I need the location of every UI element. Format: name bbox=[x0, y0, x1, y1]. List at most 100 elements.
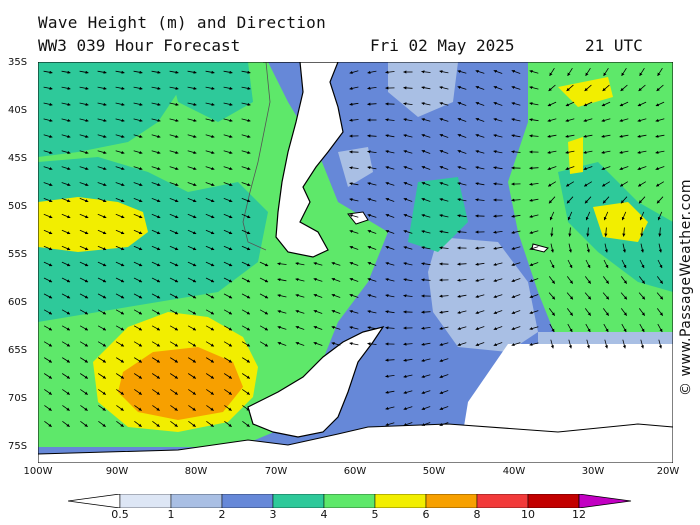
direction-arrow bbox=[169, 150, 179, 154]
direction-arrow bbox=[421, 181, 431, 186]
lon-label: 90W bbox=[105, 466, 129, 477]
direction-arrow bbox=[115, 134, 125, 138]
direction-arrow bbox=[241, 341, 251, 347]
direction-arrow bbox=[548, 276, 556, 284]
direction-arrow bbox=[367, 310, 377, 314]
direction-arrow bbox=[79, 70, 89, 74]
direction-arrow bbox=[475, 69, 485, 74]
direction-arrow bbox=[43, 293, 53, 299]
direction-arrow bbox=[639, 211, 645, 221]
direction-arrow bbox=[385, 181, 395, 186]
antarctica-coast bbox=[38, 423, 673, 463]
direction-arrow bbox=[97, 229, 107, 235]
direction-arrow bbox=[205, 293, 215, 299]
direction-arrow bbox=[151, 213, 161, 219]
direction-arrow bbox=[133, 277, 143, 283]
direction-arrow bbox=[187, 150, 197, 154]
direction-arrow bbox=[313, 309, 323, 314]
direction-arrow bbox=[385, 213, 395, 218]
direction-arrow bbox=[367, 150, 377, 154]
direction-arrow bbox=[367, 198, 377, 202]
direction-arrow bbox=[529, 246, 539, 251]
direction-arrow bbox=[169, 325, 179, 331]
direction-arrow bbox=[79, 293, 89, 299]
direction-arrow bbox=[385, 310, 395, 314]
direction-arrow bbox=[115, 341, 125, 347]
direction-arrow bbox=[331, 293, 341, 298]
lon-label: 60W bbox=[343, 466, 367, 477]
direction-arrow bbox=[97, 357, 107, 363]
direction-arrow bbox=[602, 292, 610, 300]
direction-arrow bbox=[43, 134, 53, 138]
lat-label: 60S bbox=[8, 297, 28, 308]
direction-arrow bbox=[421, 246, 431, 250]
direction-arrow bbox=[403, 246, 413, 250]
direction-arrow bbox=[529, 230, 539, 234]
direction-arrow bbox=[151, 357, 161, 363]
direction-arrow bbox=[367, 70, 377, 74]
direction-arrow bbox=[602, 196, 610, 204]
legend-label: 6 bbox=[422, 508, 430, 521]
direction-arrow bbox=[223, 373, 233, 379]
direction-arrow bbox=[205, 70, 215, 74]
direction-arrow bbox=[205, 309, 215, 315]
direction-arrow bbox=[585, 67, 591, 77]
wave-zone-5-6m bbox=[38, 197, 148, 252]
direction-arrow bbox=[622, 243, 626, 253]
direction-arrow bbox=[151, 118, 161, 122]
direction-arrow bbox=[620, 196, 628, 204]
direction-arrow bbox=[115, 213, 125, 219]
direction-arrow bbox=[548, 308, 556, 316]
direction-arrow bbox=[640, 339, 644, 349]
direction-arrow bbox=[188, 405, 196, 411]
direction-arrow bbox=[134, 420, 142, 428]
direction-arrow bbox=[62, 420, 70, 428]
map-title: Wave Height (m) and Direction bbox=[38, 13, 327, 32]
direction-arrow bbox=[475, 310, 485, 315]
direction-arrow bbox=[493, 134, 503, 138]
direction-arrow bbox=[313, 262, 323, 266]
direction-arrow bbox=[79, 198, 89, 203]
direction-arrow bbox=[169, 357, 179, 363]
direction-arrow bbox=[97, 373, 107, 379]
direction-arrow bbox=[205, 102, 215, 106]
direction-arrow bbox=[349, 245, 359, 250]
direction-arrow bbox=[584, 84, 592, 92]
direction-arrow bbox=[367, 294, 377, 298]
direction-arrow bbox=[493, 278, 503, 282]
direction-arrow bbox=[584, 292, 592, 300]
direction-arrow bbox=[115, 150, 125, 154]
direction-arrow bbox=[638, 196, 646, 204]
direction-arrow bbox=[223, 150, 233, 154]
lat-label: 65S bbox=[8, 345, 28, 356]
direction-arrow bbox=[421, 310, 431, 314]
direction-arrow bbox=[223, 86, 233, 90]
direction-arrow bbox=[403, 358, 413, 362]
wave-zone-3-4m bbox=[38, 62, 178, 157]
direction-arrow bbox=[169, 213, 179, 219]
direction-arrow bbox=[457, 101, 467, 106]
direction-arrow bbox=[385, 262, 395, 266]
direction-arrow bbox=[277, 310, 287, 314]
direction-arrow bbox=[259, 325, 269, 331]
wave-zone-3-4m bbox=[408, 177, 468, 252]
direction-arrow bbox=[241, 150, 251, 154]
direction-arrow bbox=[457, 310, 467, 314]
direction-arrow bbox=[313, 341, 323, 346]
direction-arrow bbox=[242, 389, 250, 395]
direction-arrow bbox=[656, 308, 664, 316]
direction-arrow bbox=[421, 102, 431, 106]
direction-arrow bbox=[169, 86, 179, 90]
direction-arrow bbox=[547, 134, 557, 138]
direction-arrow bbox=[61, 70, 71, 74]
direction-arrow bbox=[439, 165, 449, 170]
direction-arrow bbox=[403, 422, 413, 427]
direction-arrow bbox=[585, 259, 591, 269]
direction-arrow bbox=[151, 166, 161, 171]
direction-arrow bbox=[241, 118, 251, 122]
direction-arrow bbox=[295, 325, 305, 330]
direction-arrow bbox=[439, 86, 449, 90]
direction-arrow bbox=[187, 341, 197, 347]
direction-arrow bbox=[349, 198, 359, 202]
direction-arrow bbox=[637, 118, 647, 122]
